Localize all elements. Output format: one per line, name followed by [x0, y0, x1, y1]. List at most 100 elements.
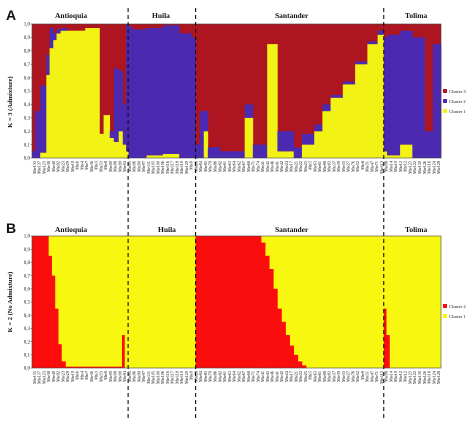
- xtick-a-26: Mte100: [155, 161, 160, 174]
- xtick-b-36: Mte85: [203, 371, 208, 382]
- bar-a-8-cluster1: [66, 30, 86, 159]
- xtick-b-44: Mte67: [241, 371, 246, 382]
- bar-a-25-cluster2: [203, 111, 209, 132]
- xtick-b-8: Mte19: [70, 371, 75, 382]
- xtick-a-30: Mte118: [174, 161, 179, 174]
- xtick-b-85: Mte128: [436, 371, 441, 384]
- bar-a-19-cluster2: [146, 28, 164, 156]
- xtick-b-4: Mte40: [51, 371, 56, 382]
- bar-b-9-cluster2: [195, 236, 262, 368]
- bar-a-12-cluster1: [109, 137, 115, 158]
- xtick-a-19: Mte94: [122, 160, 127, 172]
- xtick-b-40: Mte61: [222, 371, 227, 382]
- xtick-b-56: Mte22: [298, 371, 303, 382]
- xtick-b-54: Mte17: [289, 371, 294, 382]
- xtick-b-11: Mte7: [84, 371, 89, 380]
- xtick-a-68: Mte52: [355, 161, 360, 172]
- population-dividers: [127, 8, 385, 418]
- xtick-b-38: Mte86: [213, 371, 218, 382]
- xtick-a-81: Mte130: [417, 161, 422, 174]
- xtick-a-48: Mte41: [260, 161, 265, 172]
- xtick-a-42: Mte64: [232, 160, 237, 172]
- xtick-a-9: Mte6: [75, 161, 80, 170]
- bar-a-5-cluster1: [53, 40, 57, 158]
- bar-a-34-cluster2: [314, 124, 323, 132]
- xtick-b-60: Mte61: [317, 371, 322, 382]
- xtick-b-82: Mte126: [422, 371, 427, 384]
- region-huila-b: Huila: [158, 225, 176, 234]
- ytick-a-1: 0,1: [24, 143, 31, 148]
- legend-swatch-a-cluster3: [443, 89, 447, 93]
- bar-a-35-cluster2: [322, 104, 331, 112]
- bar-a-13-cluster1: [113, 141, 120, 158]
- xtick-b-58: Mte5: [308, 371, 313, 380]
- xtick-b-26: Mte100: [155, 371, 160, 384]
- xtick-a-80: Mte122: [412, 161, 417, 174]
- xtick-a-45: Mte68: [246, 161, 251, 172]
- bar-a-13-cluster2: [113, 68, 120, 142]
- xtick-b-71: Mte47: [369, 371, 374, 382]
- bar-a-4-cluster2: [49, 28, 54, 49]
- bar-a-34-cluster1: [314, 131, 323, 158]
- bar-a-36-cluster2: [330, 95, 344, 98]
- bar-b-23-cluster2: [386, 335, 390, 368]
- ytick-b-3: 0,3: [24, 327, 31, 332]
- bar-a-9-cluster1: [85, 28, 100, 158]
- panel-b-yticks: 0,0 0,1 0,2 0,3 0,4 0,5 0,6 0,7 0,8 0,9 1,0: [24, 235, 32, 372]
- bar-a-31-cluster1: [277, 151, 295, 158]
- xtick-b-29: Mte117: [170, 371, 175, 384]
- bar-b-4-cluster2: [58, 344, 62, 368]
- ytick-b-1: 0,1: [24, 354, 31, 359]
- bar-a-43-cluster2: [400, 30, 413, 145]
- xtick-b-53: Mte24: [284, 370, 289, 382]
- panel-b-plot: [31, 235, 442, 369]
- xtick-b-34: Mte28: [193, 371, 198, 382]
- region-tolima-a: Tolima: [405, 11, 427, 20]
- xtick-b-74: Mte98: [384, 371, 389, 382]
- xtick-a-77: Mte12: [398, 161, 403, 172]
- xtick-a-7: Mte29: [65, 161, 70, 172]
- xtick-b-81: Mte130: [417, 371, 422, 384]
- bar-b-13-cluster2: [273, 288, 278, 368]
- xtick-a-1: Mte137: [37, 161, 42, 174]
- xtick-a-78: Mte12: [403, 161, 408, 172]
- xtick-b-66: Mte27: [346, 371, 351, 382]
- xtick-b-28: Mte116: [165, 371, 170, 384]
- ytick-b-8: 0,8: [24, 261, 31, 266]
- xtick-a-76: Mte10: [393, 161, 398, 172]
- bar-a-32-cluster2: [293, 147, 303, 158]
- region-huila-a: Huila: [152, 11, 170, 20]
- bar-a-27-cluster2: [220, 151, 245, 158]
- bar-a-7-cluster2: [60, 28, 68, 31]
- xtick-a-44: Mte67: [241, 161, 246, 172]
- bar-a-46-cluster2: [432, 44, 442, 158]
- xtick-a-61: Mte88: [322, 161, 327, 172]
- bar-a-37-cluster2: [342, 81, 356, 85]
- xtick-a-71: Mte47: [369, 161, 374, 172]
- bar-a-29-cluster2: [252, 144, 268, 158]
- xtick-b-62: Mte83: [327, 371, 332, 382]
- xtick-b-25: Mte105: [151, 371, 156, 384]
- xtick-a-52: Mte42: [279, 161, 284, 172]
- xtick-b-23: Mte97: [141, 371, 146, 382]
- xtick-b-21: Mte96: [132, 371, 137, 382]
- xtick-a-0: Mte135: [32, 161, 37, 174]
- region-santander-b: Santander: [275, 225, 309, 234]
- xtick-a-74: Mte98: [384, 161, 389, 172]
- bar-a-39-cluster1: [367, 44, 378, 158]
- xtick-a-40: Mte61: [222, 161, 227, 172]
- bar-a-20-cluster1: [162, 153, 180, 158]
- xtick-b-32: Mte120: [184, 371, 189, 384]
- bar-b-19-cluster2: [297, 361, 303, 368]
- bar-b-22-cluster2: [383, 308, 387, 368]
- xtick-a-36: Mte85: [203, 161, 208, 172]
- panel-b-xticks: Mte135 Mte137 Mte123 Mte38 Mte40 Mte92 Mte23 Mt…: [32, 370, 441, 384]
- xtick-a-72: Mte71: [374, 161, 379, 172]
- xtick-a-69: Mte8: [360, 161, 365, 170]
- ytick-b-2: 0,2: [24, 340, 31, 345]
- ytick-a-9: 0,9: [24, 36, 31, 41]
- bar-a-4-cluster1: [49, 48, 54, 159]
- xtick-b-79: Mte125: [407, 371, 412, 384]
- bar-a-2-cluster2: [40, 85, 47, 153]
